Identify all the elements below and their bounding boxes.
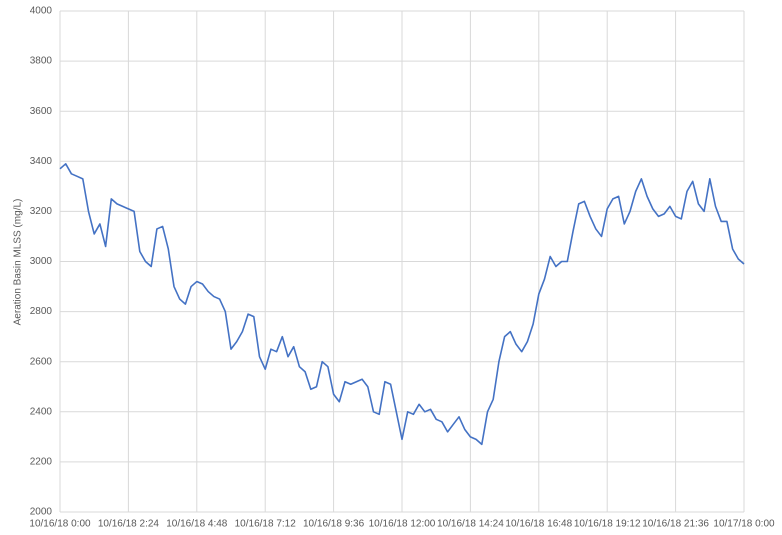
x-tick-label: 10/16/18 0:00 bbox=[29, 519, 91, 530]
x-tick-label: 10/16/18 14:24 bbox=[437, 519, 504, 530]
x-tick-label: 10/16/18 19:12 bbox=[574, 519, 641, 530]
y-tick-label: 2400 bbox=[30, 406, 53, 417]
y-tick-label: 3200 bbox=[30, 206, 53, 217]
y-tick-label: 3600 bbox=[30, 106, 53, 117]
x-tick-label: 10/16/18 7:12 bbox=[235, 519, 297, 530]
y-tick-label: 2000 bbox=[30, 507, 53, 518]
y-tick-label: 3000 bbox=[30, 256, 53, 267]
x-tick-label: 10/16/18 12:00 bbox=[369, 519, 436, 530]
x-tick-label: 10/16/18 2:24 bbox=[98, 519, 160, 530]
x-tick-label: 10/16/18 9:36 bbox=[303, 519, 365, 530]
x-tick-label: 10/16/18 16:48 bbox=[505, 519, 572, 530]
x-tick-label: 10/16/18 21:36 bbox=[642, 519, 709, 530]
y-axis-label: Aeration Basin MLSS (mg/L) bbox=[13, 199, 24, 326]
x-tick-label: 10/17/18 0:00 bbox=[713, 519, 775, 530]
y-tick-label: 3800 bbox=[30, 56, 53, 67]
y-tick-label: 2600 bbox=[30, 356, 53, 367]
data-line bbox=[59, 163, 745, 446]
y-tick-label: 3400 bbox=[30, 156, 53, 167]
y-tick-label: 2800 bbox=[30, 306, 53, 317]
x-tick-label: 10/16/18 4:48 bbox=[166, 519, 228, 530]
y-tick-label: 4000 bbox=[30, 6, 53, 17]
y-tick-label: 2200 bbox=[30, 457, 53, 468]
